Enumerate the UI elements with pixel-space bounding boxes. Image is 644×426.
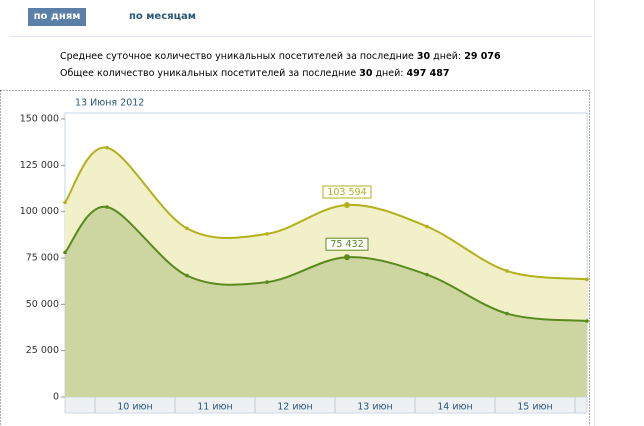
point [185, 273, 189, 278]
separator [10, 36, 592, 37]
tab-by-months[interactable]: по месяцам [129, 11, 196, 22]
x-tick-label: 12 июн [277, 402, 313, 413]
area [65, 206, 587, 397]
summary-value: 29 076 [464, 51, 501, 62]
point [105, 205, 109, 209]
point [425, 272, 429, 277]
point [344, 202, 350, 209]
summary-line: Общее количество уникальных посетителей … [60, 68, 449, 79]
y-tick-label: 50 000 [26, 299, 59, 310]
x-tick-label: 11 июн [197, 402, 233, 413]
point [505, 269, 509, 273]
point [265, 232, 269, 236]
summary-days: 30 [416, 51, 431, 62]
x-tick-label: 13 июн [357, 402, 393, 413]
y-tick-label: 25 000 [26, 345, 59, 356]
point [63, 200, 67, 205]
point [505, 311, 509, 316]
line [64, 146, 588, 281]
x-tick-label: 10 июн [117, 402, 153, 413]
line [64, 206, 588, 323]
summary-days: 30 [359, 68, 373, 79]
border [594, 0, 595, 426]
point [265, 280, 269, 284]
y-tick-label: 100 000 [20, 206, 59, 217]
x-tick-label: 14 июн [437, 402, 473, 413]
point [185, 226, 189, 231]
y-tick-label: 150 000 [20, 114, 59, 125]
data-label: 103 594 [327, 187, 366, 198]
point [585, 277, 589, 282]
point [425, 224, 429, 229]
summary-text: Общее количество уникальных посетителей … [60, 68, 357, 79]
y-tick-label: 75 000 [26, 253, 59, 264]
x-tick-label: 15 июн [517, 402, 553, 413]
point [585, 319, 589, 323]
chart-frame [0, 90, 590, 426]
point [105, 145, 109, 150]
summary-text: Среднее суточное количество уникальных п… [60, 51, 414, 62]
tooltip-date: 13 Июня 2012 [75, 98, 144, 109]
label-box [325, 237, 369, 251]
summary-unit: дней: [375, 68, 404, 79]
label-box [322, 185, 372, 199]
point [63, 250, 67, 255]
y-tick-label: 125 000 [20, 160, 59, 171]
tab-by-days[interactable]: по дням [28, 8, 86, 26]
summary-line: Среднее суточное количество уникальных п… [60, 51, 501, 62]
data-label: 75 432 [330, 239, 363, 250]
summary-value: 497 487 [406, 68, 450, 79]
point [344, 254, 350, 261]
summary-unit: дней: [433, 51, 462, 62]
y-tick-label: 0 [53, 392, 59, 403]
